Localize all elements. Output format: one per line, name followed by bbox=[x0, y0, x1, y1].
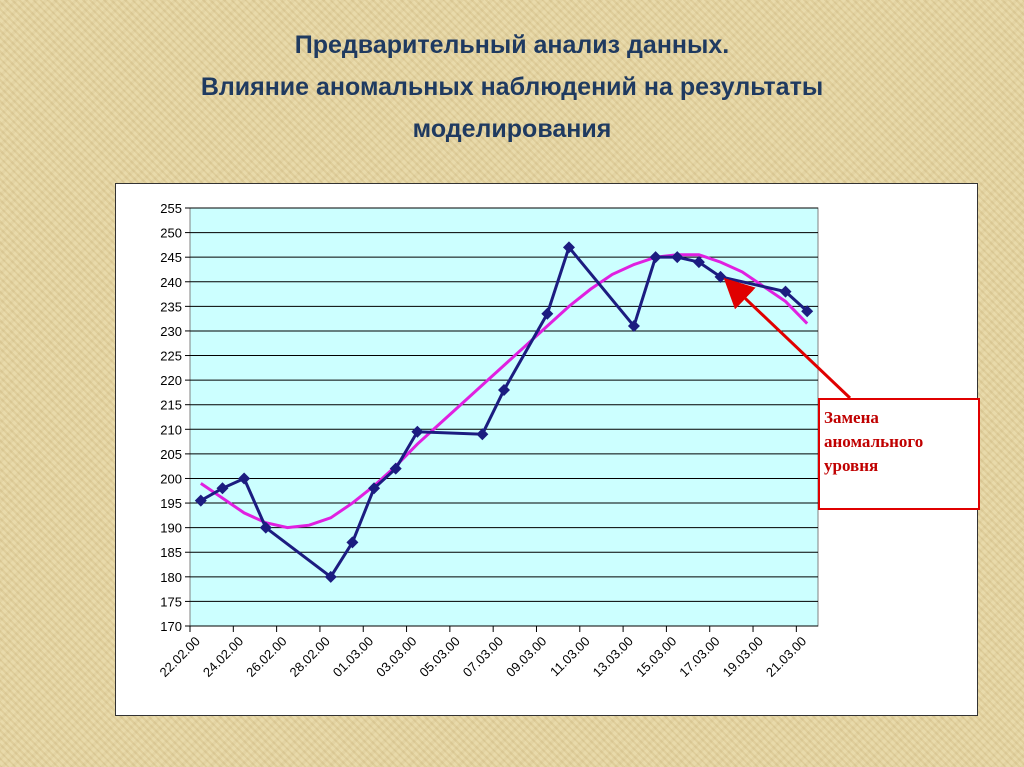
y-tick-label: 230 bbox=[160, 324, 182, 339]
x-tick-label: 21.03.00 bbox=[763, 634, 809, 680]
x-tick-label: 05.03.00 bbox=[416, 634, 462, 680]
title: Предварительный анализ данных. bbox=[294, 31, 730, 59]
data-point bbox=[801, 305, 814, 318]
y-tick-label: 185 bbox=[160, 545, 182, 560]
data-point bbox=[498, 383, 510, 396]
data-point bbox=[692, 256, 705, 269]
y-tick-label: 235 bbox=[160, 299, 182, 314]
subtitle: Влияние аномальных наблюдений на результ… bbox=[200, 73, 824, 143]
y-tick-label: 225 bbox=[160, 349, 182, 364]
y-tick-label: 245 bbox=[160, 250, 182, 265]
data-point bbox=[411, 425, 424, 438]
y-tick-label: 215 bbox=[160, 398, 182, 413]
data-point bbox=[714, 270, 727, 283]
x-tick-label: 13.03.00 bbox=[590, 634, 636, 680]
data-point bbox=[346, 536, 359, 549]
y-tick-label: 170 bbox=[160, 619, 182, 634]
plot-area bbox=[189, 207, 819, 627]
data-point bbox=[216, 482, 229, 495]
x-tick-label: 09.03.00 bbox=[503, 634, 549, 680]
y-tick-label: 240 bbox=[160, 275, 182, 290]
x-tick-label: 22.02.00 bbox=[157, 634, 203, 680]
series-line bbox=[199, 253, 809, 530]
y-tick-label: 175 bbox=[160, 594, 182, 609]
data-point bbox=[389, 462, 402, 475]
data-point bbox=[368, 482, 381, 495]
y-tick-label: 220 bbox=[160, 373, 182, 388]
data-point bbox=[671, 251, 684, 264]
x-tick-label: 17.03.00 bbox=[676, 634, 722, 680]
x-tick-label: 15.03.00 bbox=[633, 634, 679, 680]
y-tick-label: 200 bbox=[160, 471, 182, 486]
data-point bbox=[779, 285, 792, 298]
x-tick-label: 01.03.00 bbox=[330, 634, 376, 680]
data-point bbox=[324, 570, 337, 583]
x-tick-label: 11.03.00 bbox=[547, 634, 593, 680]
x-tick-label: 19.03.00 bbox=[720, 634, 766, 680]
x-tick-label: 26.02.00 bbox=[243, 634, 289, 680]
data-point bbox=[194, 494, 207, 507]
data-point bbox=[476, 428, 489, 441]
y-tick-label: 190 bbox=[160, 521, 182, 536]
y-tick-label: 180 bbox=[160, 570, 182, 585]
data-point bbox=[259, 521, 272, 534]
data-point bbox=[562, 241, 575, 254]
annotation-arrow bbox=[723, 277, 852, 400]
data-point bbox=[627, 320, 640, 333]
y-tick-label: 205 bbox=[160, 447, 182, 462]
annotation: Замена аномального уровня bbox=[818, 398, 980, 510]
y-tick-label: 195 bbox=[160, 496, 182, 511]
data-point bbox=[541, 307, 554, 320]
data-point bbox=[649, 251, 662, 264]
data-point bbox=[238, 472, 251, 485]
y-tick-label: 210 bbox=[160, 422, 182, 437]
x-tick-label: 24.02.00 bbox=[200, 634, 246, 680]
x-tick-label: 28.02.00 bbox=[286, 634, 332, 680]
y-tick-label: 255 bbox=[160, 201, 182, 216]
x-tick-label: 03.03.00 bbox=[373, 634, 419, 680]
x-tick-label: 07.03.00 bbox=[460, 634, 506, 680]
y-tick-label: 250 bbox=[160, 226, 182, 241]
